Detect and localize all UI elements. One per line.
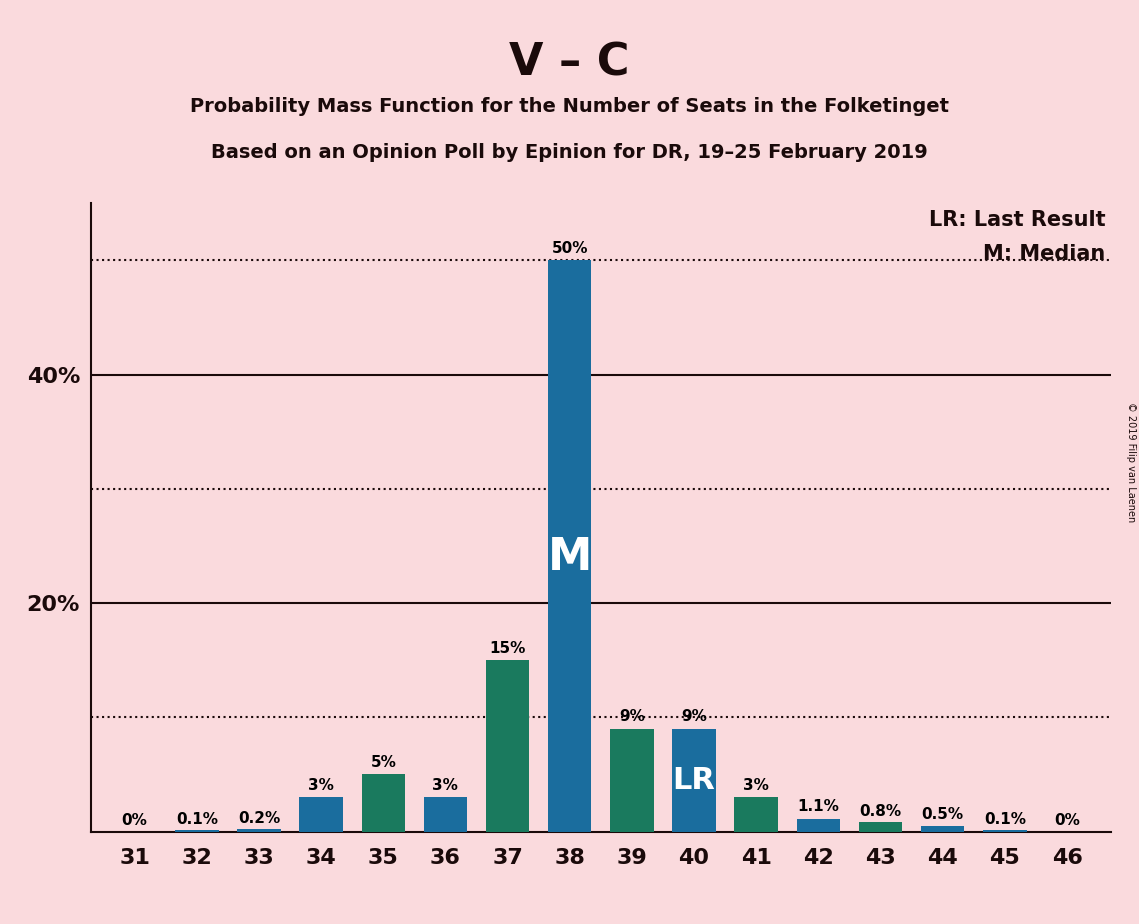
- Text: 0.1%: 0.1%: [984, 812, 1026, 827]
- Text: M: Median: M: Median: [983, 244, 1106, 264]
- Bar: [921, 826, 965, 832]
- Text: 3%: 3%: [309, 778, 334, 793]
- Text: Based on an Opinion Poll by Epinion for DR, 19–25 February 2019: Based on an Opinion Poll by Epinion for …: [211, 143, 928, 163]
- Text: 3%: 3%: [433, 778, 458, 793]
- Text: 0.1%: 0.1%: [175, 812, 218, 827]
- Bar: [735, 797, 778, 832]
- Bar: [548, 261, 591, 832]
- Text: LR: Last Result: LR: Last Result: [928, 210, 1106, 229]
- Text: © 2019 Filip van Laenen: © 2019 Filip van Laenen: [1126, 402, 1136, 522]
- Bar: [424, 797, 467, 832]
- Text: 0.8%: 0.8%: [860, 804, 902, 819]
- Text: 5%: 5%: [370, 755, 396, 770]
- Text: V – C: V – C: [509, 42, 630, 85]
- Bar: [611, 729, 654, 832]
- Text: 0%: 0%: [122, 813, 148, 828]
- Text: 0%: 0%: [1054, 813, 1080, 828]
- Bar: [237, 830, 280, 832]
- Text: 9%: 9%: [618, 710, 645, 724]
- Bar: [859, 822, 902, 832]
- Bar: [300, 797, 343, 832]
- Text: M: M: [548, 536, 592, 579]
- Text: 0.5%: 0.5%: [921, 808, 964, 822]
- Text: 3%: 3%: [744, 778, 769, 793]
- Bar: [175, 831, 219, 832]
- Text: LR: LR: [673, 766, 715, 795]
- Bar: [796, 819, 841, 832]
- Text: 15%: 15%: [490, 640, 526, 656]
- Text: 0.2%: 0.2%: [238, 811, 280, 826]
- Bar: [983, 831, 1026, 832]
- Bar: [672, 729, 715, 832]
- Text: 50%: 50%: [551, 241, 588, 256]
- Text: 1.1%: 1.1%: [797, 799, 839, 814]
- Bar: [486, 661, 530, 832]
- Text: 9%: 9%: [681, 710, 707, 724]
- Text: Probability Mass Function for the Number of Seats in the Folketinget: Probability Mass Function for the Number…: [190, 97, 949, 116]
- Bar: [361, 774, 405, 832]
